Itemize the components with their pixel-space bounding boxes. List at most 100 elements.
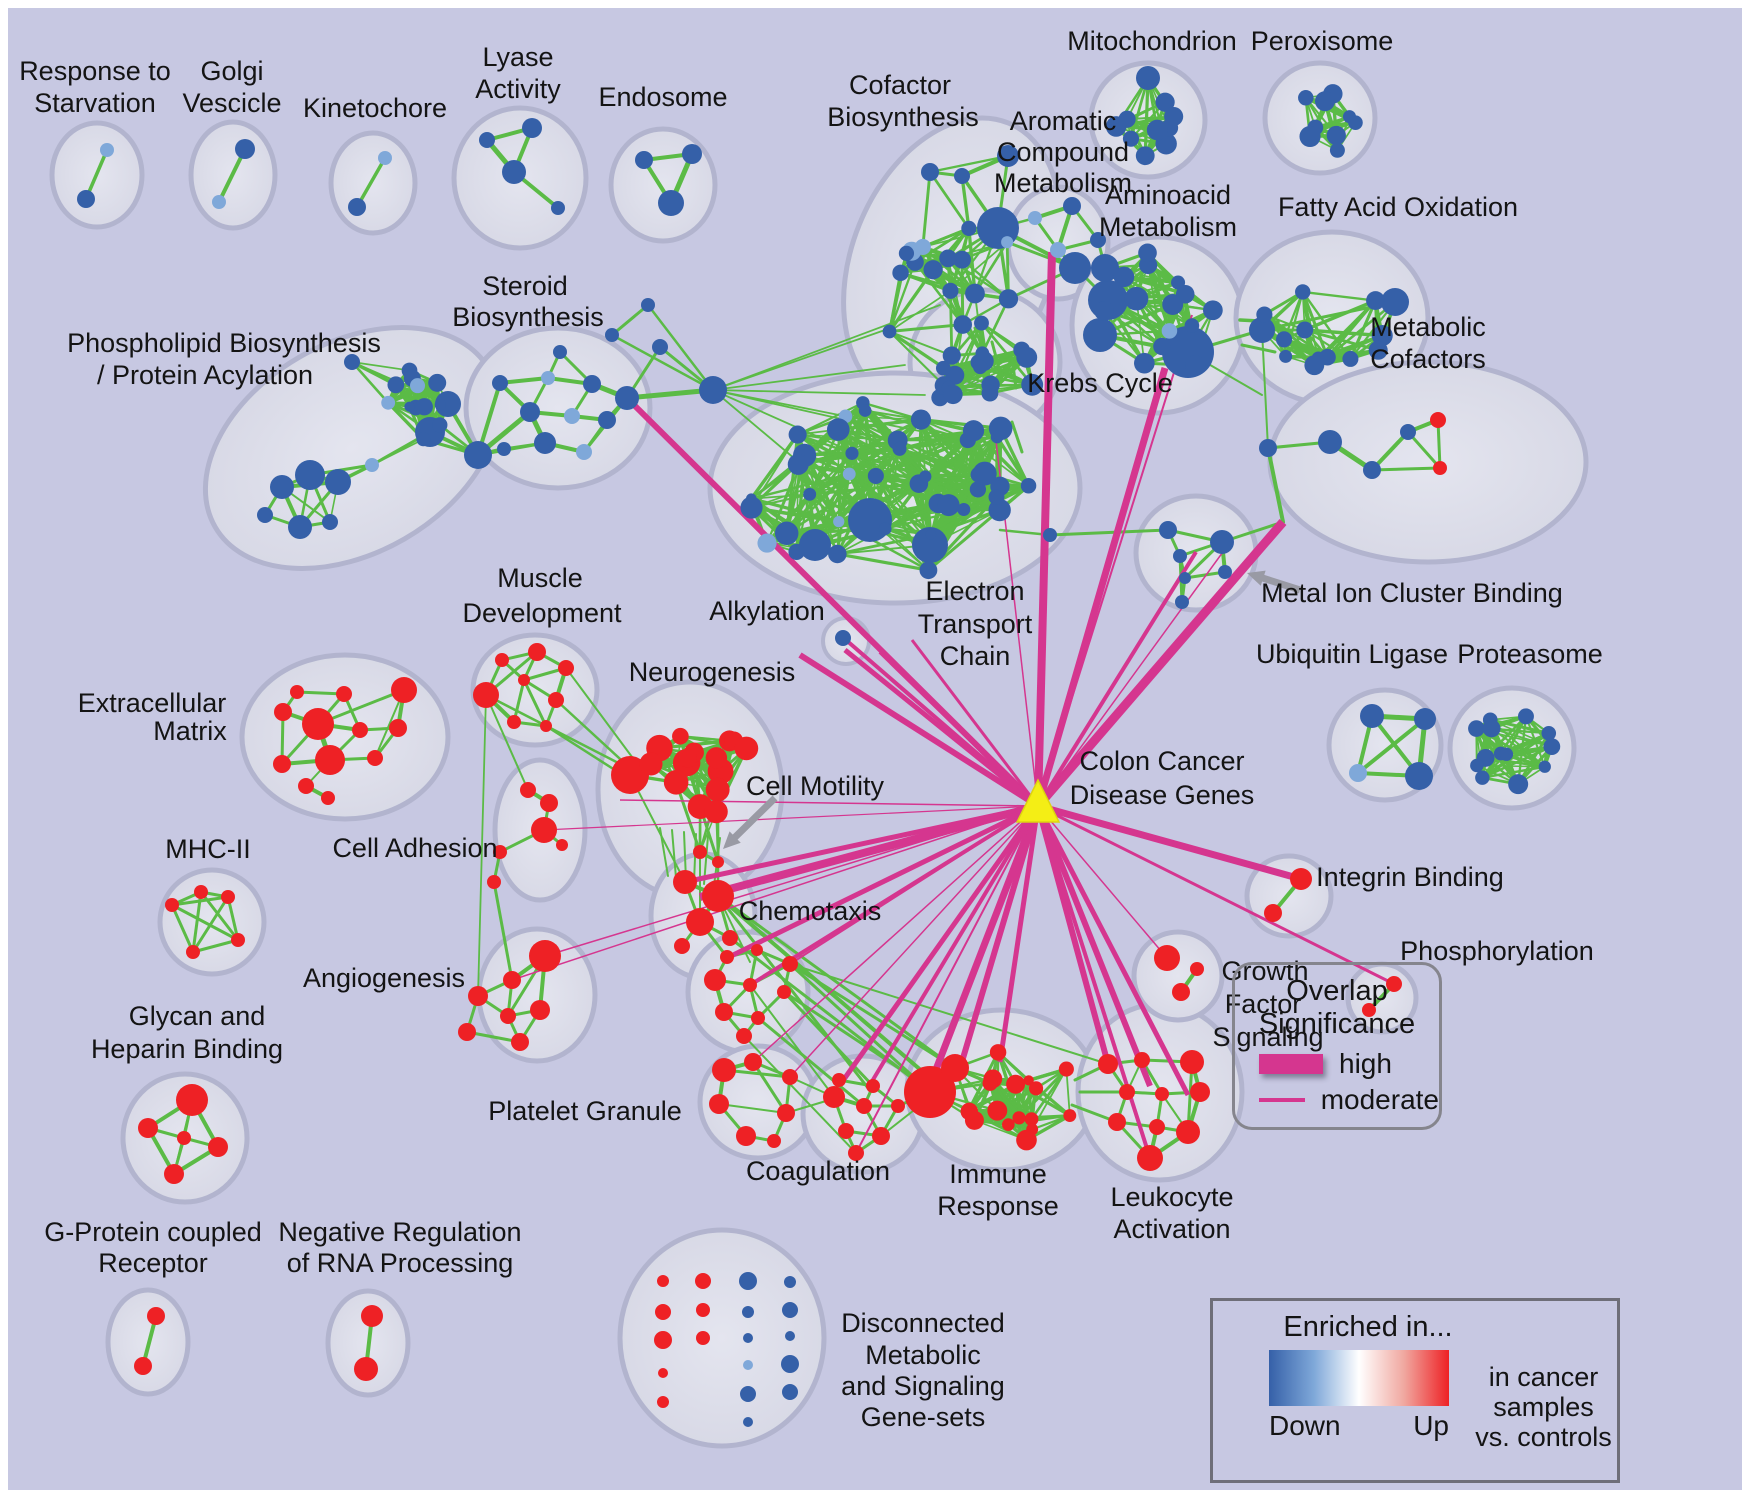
gene-set-node — [739, 1272, 757, 1290]
pointer-arrow-head — [723, 831, 741, 849]
cluster-label-coagulation: Coagulation — [746, 1156, 890, 1186]
gene-set-node — [925, 529, 937, 540]
gene-set-node — [1362, 1003, 1376, 1017]
gene-set-node — [270, 475, 294, 499]
gene-set-node — [705, 777, 730, 802]
inter-cluster-edge — [554, 698, 633, 771]
gene-set-node — [479, 132, 495, 148]
gene-set-edge — [191, 895, 230, 954]
gene-set-node — [1059, 252, 1091, 284]
gene-set-node — [639, 752, 663, 776]
gene-set-node — [658, 190, 684, 216]
overlap-significance-edge — [878, 650, 1040, 808]
gene-set-edge — [967, 226, 977, 296]
gene-set-node — [835, 630, 851, 646]
gene-set-node — [468, 986, 488, 1006]
cluster-label-growth-factor-signaling: Signaling — [1212, 1022, 1323, 1052]
cluster-label-growth-factor-signaling: Factor — [1225, 989, 1302, 1019]
gene-set-edge — [847, 472, 933, 536]
overlap-significance-edge — [926, 804, 1042, 1087]
gene-set-node — [1202, 300, 1223, 321]
gene-set-node — [540, 794, 558, 812]
gene-set-edge — [928, 154, 1010, 174]
gene-set-node — [344, 354, 360, 370]
gene-set-node — [1134, 352, 1155, 374]
enrichment-caption: in cancer samples vs. controls — [1471, 1362, 1616, 1452]
gene-set-edge — [498, 376, 550, 385]
gene-set-node — [1134, 1052, 1150, 1068]
gene-set-edge — [1490, 727, 1546, 768]
gene-set-node — [904, 1066, 956, 1118]
high-significance-swatch — [1259, 1054, 1323, 1074]
cluster-shape-kinetochore — [328, 130, 418, 236]
gene-set-node — [381, 395, 396, 410]
enrichment-caption-line3: vs. controls — [1475, 1422, 1612, 1452]
overlap-significance-edge — [1036, 805, 1152, 1159]
gene-set-node — [176, 1084, 208, 1116]
gene-set-node — [391, 677, 417, 703]
gene-set-node — [367, 750, 383, 766]
gene-set-node — [736, 1126, 756, 1146]
gene-set-node — [1366, 291, 1385, 311]
inter-cluster-edge — [693, 833, 697, 883]
gene-set-node — [531, 817, 557, 843]
gene-set-edge — [796, 401, 864, 436]
gene-set-node — [939, 249, 958, 268]
cluster-label-golgi-vescicle: Vescicle — [182, 88, 281, 118]
gene-set-node — [1161, 323, 1178, 339]
gene-set-node — [1012, 1111, 1026, 1125]
gene-set-edge — [1356, 717, 1427, 775]
inter-cluster-edge — [728, 936, 932, 1094]
inter-cluster-edge — [565, 667, 636, 762]
overlap-significance-edge — [955, 805, 1041, 1076]
gene-set-node — [845, 446, 859, 460]
overlap-significance-edge — [543, 805, 1039, 831]
gene-set-node — [672, 727, 689, 745]
inter-cluster-edge — [712, 304, 941, 391]
cluster-label-alkylation: Alkylation — [709, 596, 825, 626]
gene-set-edge — [1301, 290, 1377, 302]
gene-set-edge — [718, 1103, 787, 1114]
gene-set-node — [1368, 340, 1388, 360]
gene-set-node — [520, 782, 536, 798]
legend-row-high: high — [1259, 1048, 1439, 1079]
cluster-label-chemotaxis: Chemotaxis — [739, 896, 882, 926]
cluster-label-steroid-biosynthesis: Steroid — [482, 271, 568, 301]
gene-set-node — [1470, 758, 1484, 773]
gene-set-node — [434, 399, 446, 411]
gene-set-edge — [971, 429, 1031, 488]
gene-set-node — [1149, 1119, 1165, 1135]
gene-set-node — [1414, 708, 1436, 730]
gene-set-node — [257, 507, 273, 523]
gene-set-node — [1164, 106, 1184, 127]
cluster-label-negative-regulation-rna: of RNA Processing — [287, 1248, 514, 1278]
gene-set-node — [1094, 301, 1114, 321]
gene-set-edge — [371, 438, 425, 466]
cluster-label-electron-transport-chain: Electron — [925, 576, 1024, 606]
gene-set-node — [1176, 1120, 1200, 1144]
gene-set-edge — [1122, 275, 1163, 348]
gene-set-node — [1179, 572, 1191, 584]
overlap-significance-edge — [1037, 802, 1302, 883]
gene-set-node — [826, 418, 850, 441]
inter-cluster-edge — [1266, 446, 1285, 524]
gene-set-node — [212, 195, 226, 209]
gene-set-edge — [1303, 298, 1378, 332]
gene-set-node — [657, 1396, 669, 1408]
gene-set-node — [832, 1073, 846, 1087]
gene-set-edge — [191, 890, 203, 954]
pointer-arrow-head — [1247, 570, 1266, 586]
gene-set-edge — [988, 1081, 1029, 1142]
gene-set-node — [921, 163, 939, 181]
overlap-significance-edge — [1034, 519, 1287, 809]
gene-set-node — [989, 1044, 1007, 1061]
gene-set-node — [914, 238, 931, 255]
cluster-label-steroid-biosynthesis: Biosynthesis — [452, 302, 604, 332]
gene-set-node — [740, 496, 763, 519]
gene-set-node — [1315, 91, 1335, 112]
cluster-label-endosome: Endosome — [598, 82, 727, 112]
gene-set-node — [654, 1331, 672, 1349]
gene-set-node — [1124, 286, 1149, 311]
inter-cluster-edge — [492, 880, 514, 982]
